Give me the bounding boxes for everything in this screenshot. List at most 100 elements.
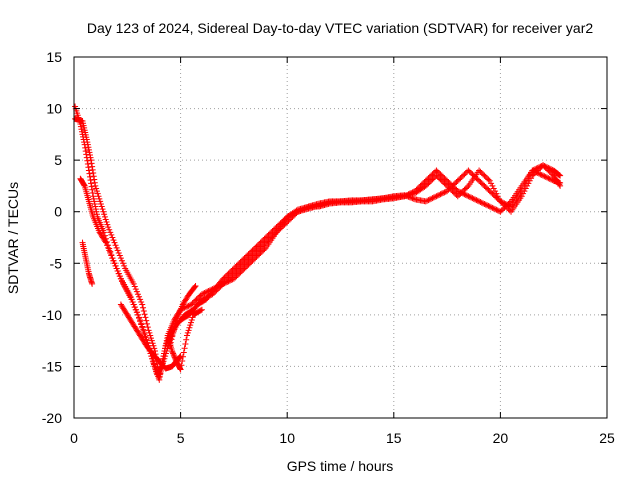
data-point — [542, 173, 549, 180]
data-point — [184, 303, 191, 310]
data-point — [228, 268, 235, 275]
data-point — [136, 314, 143, 321]
data-point — [404, 191, 411, 198]
data-point — [216, 282, 223, 289]
data-point — [538, 171, 545, 178]
data-point — [438, 177, 445, 184]
data-point — [177, 365, 184, 372]
data-point — [248, 253, 255, 260]
data-point — [204, 288, 211, 295]
data-point — [433, 167, 440, 174]
data-point — [226, 269, 233, 276]
data-point — [100, 208, 107, 215]
data-point — [88, 183, 95, 190]
data-point — [284, 219, 291, 226]
data-point — [160, 356, 167, 363]
data-point — [222, 273, 229, 280]
data-point — [260, 237, 267, 244]
data-point — [232, 269, 239, 276]
data-point — [262, 239, 269, 246]
data-point — [179, 353, 186, 360]
data-point — [430, 170, 437, 177]
data-point — [497, 198, 504, 205]
data-point — [257, 239, 264, 246]
data-point — [236, 270, 243, 277]
data-point — [233, 262, 240, 269]
data-point — [148, 335, 155, 342]
data-point — [548, 166, 555, 173]
y-tick-label: 5 — [54, 152, 62, 168]
data-point — [102, 239, 109, 246]
data-point — [82, 148, 89, 155]
data-point — [457, 175, 464, 182]
data-point — [166, 342, 173, 349]
data-point — [494, 195, 501, 202]
x-tick-label: 25 — [599, 430, 615, 446]
data-point — [89, 166, 96, 173]
data-point — [212, 284, 219, 291]
data-point — [104, 242, 111, 249]
data-point — [256, 251, 263, 258]
data-point — [468, 170, 475, 177]
data-point — [168, 336, 175, 343]
data-point — [108, 252, 115, 259]
data-point — [461, 191, 468, 198]
data-point — [238, 262, 245, 269]
data-point — [518, 193, 525, 200]
y-tick-label: -20 — [42, 410, 62, 426]
data-point — [118, 257, 125, 264]
data-point — [490, 205, 497, 212]
data-point — [440, 179, 447, 186]
data-point — [454, 193, 461, 200]
data-point — [221, 274, 228, 281]
data-point — [530, 168, 537, 175]
data-point — [242, 253, 249, 260]
data-point — [237, 269, 244, 276]
data-point — [86, 149, 93, 156]
data-point — [172, 355, 179, 362]
data-point — [536, 170, 543, 177]
data-point — [186, 324, 193, 331]
data-point — [86, 170, 93, 177]
data-point — [484, 175, 491, 182]
data-point — [529, 167, 536, 174]
data-point — [118, 278, 125, 285]
data-point — [466, 168, 473, 175]
data-point — [261, 246, 268, 253]
axis-ticks: 0 5 10 15 20 25 -20 -15 -10 -5 0 5 10 15 — [42, 49, 615, 446]
data-point — [91, 198, 98, 205]
data-point — [261, 235, 268, 242]
data-point — [498, 207, 505, 214]
data-point — [417, 182, 424, 189]
data-point — [450, 184, 457, 191]
data-point — [88, 157, 95, 164]
data-point — [258, 238, 265, 245]
data-point — [413, 186, 420, 193]
data-point — [97, 200, 104, 207]
data-point — [171, 353, 178, 360]
data-point — [117, 275, 124, 282]
data-point — [486, 203, 493, 210]
data-point — [469, 171, 476, 178]
data-point — [245, 256, 252, 263]
data-point — [258, 243, 265, 250]
data-point — [220, 280, 227, 287]
data-point — [113, 265, 120, 272]
data-point — [102, 216, 109, 223]
data-point — [448, 181, 455, 188]
data-point — [230, 265, 237, 272]
data-point — [253, 243, 260, 250]
data-point — [464, 192, 471, 199]
data-point — [520, 190, 527, 197]
data-point — [406, 190, 413, 197]
data-point — [86, 173, 93, 180]
data-point — [89, 163, 96, 170]
data-point — [198, 296, 205, 303]
data-point — [492, 188, 499, 195]
data-point — [188, 317, 195, 324]
data-point — [438, 172, 445, 179]
data-point — [485, 202, 492, 209]
data-point — [450, 189, 457, 196]
data-point — [409, 189, 416, 196]
